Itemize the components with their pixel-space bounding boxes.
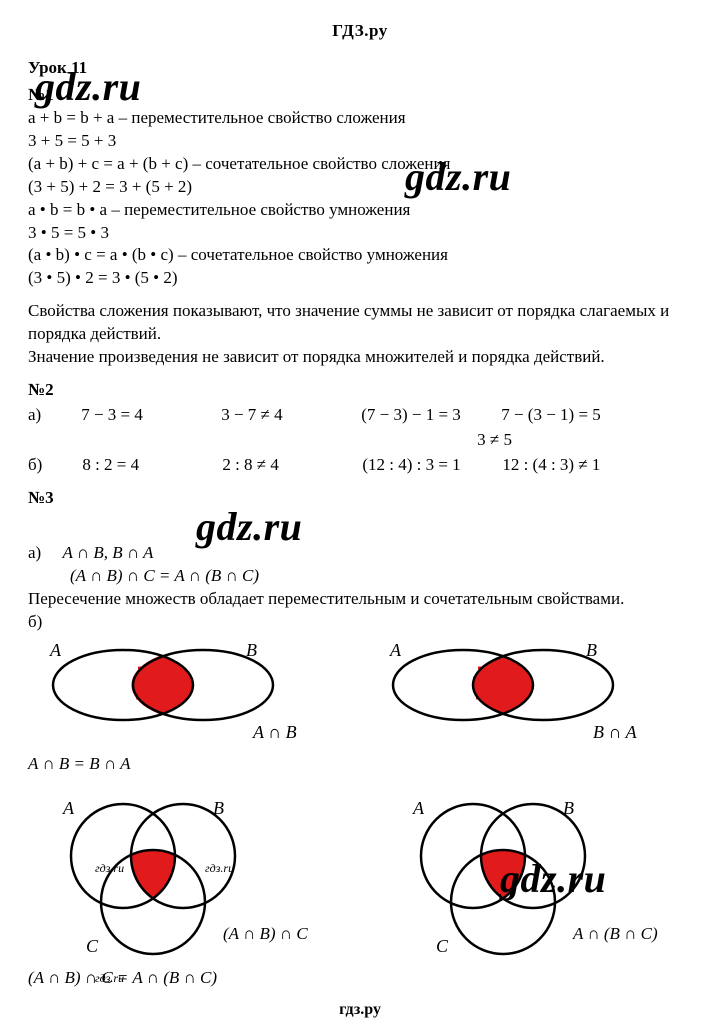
svg-text:A ∩ (B ∩ C): A ∩ (B ∩ C) (572, 924, 658, 943)
task1-summary1: Свойства сложения показывают, что значен… (28, 300, 692, 346)
svg-text:B ∩ A: B ∩ A (593, 722, 638, 742)
venn-3-right: A B C A ∩ (B ∩ C) (378, 794, 688, 959)
eq: 8 : 2 = 4 (82, 454, 182, 477)
task1-line: 3 • 5 = 5 • 3 (28, 222, 692, 245)
venn-3set-pair: A B C (A ∩ B) ∩ C A B C A ∩ (B ∩ C) (A ∩… (28, 794, 692, 990)
row-label: а) (28, 404, 41, 427)
task1-line: 3 + 5 = 5 + 3 (28, 130, 692, 153)
svg-text:C: C (86, 936, 99, 956)
page-header: ГДЗ.ру (28, 20, 692, 43)
eq: 12 : (4 : 3) ≠ 1 (502, 454, 602, 477)
svg-text:(A ∩ B) ∩ C: (A ∩ B) ∩ C (223, 924, 308, 943)
task1-line: (3 • 5) • 2 = 3 • (5 • 2) (28, 267, 692, 290)
task2-row-b: б) 8 : 2 = 4 2 : 8 ≠ 4 (12 : 4) : 3 = 1 … (28, 454, 692, 477)
eq: 7 − (3 − 1) = 5 (501, 404, 601, 427)
eq: 2 : 8 ≠ 4 (222, 454, 322, 477)
task2-row-a: а) 7 − 3 = 4 3 − 7 ≠ 4 (7 − 3) − 1 = 3 7… (28, 404, 692, 427)
svg-text:B: B (563, 798, 574, 818)
task2-num: №2 (28, 379, 692, 402)
task3-num: №3 (28, 487, 692, 510)
svg-text:B: B (586, 640, 597, 660)
svg-text:A: A (389, 640, 402, 660)
eq: 7 − 3 = 4 (81, 404, 181, 427)
svg-text:A: A (62, 798, 75, 818)
mid-eq: 3 ≠ 5 (477, 429, 512, 452)
svg-text:A: A (49, 640, 62, 660)
task1-line: (a • b) • c = a • (b • c) – сочетательно… (28, 244, 692, 267)
task1-num: №1 (28, 84, 692, 107)
venn-2set-pair: A B A ∩ B A B B ∩ A A ∩ B = B ∩ A (28, 640, 692, 776)
row-label: б) (28, 454, 42, 477)
venn-3-left: A B C (A ∩ B) ∩ C (28, 794, 338, 959)
set-line2: (A ∩ B) ∩ C = A ∩ (B ∩ C) (28, 565, 692, 588)
task3-summary: Пересечение множеств обладает переместит… (28, 588, 692, 611)
task1-line: (3 + 5) + 2 = 3 + (5 + 2) (28, 176, 692, 199)
svg-text:A: A (412, 798, 425, 818)
label-a: а) (28, 543, 41, 562)
lesson-title: Урок 11 (28, 57, 692, 80)
task1-line: a + b = b + a – переместительное свойств… (28, 107, 692, 130)
eq: (12 : 4) : 3 = 1 (362, 454, 462, 477)
task1-line: (a + b) + c = a + (b + c) – сочетательно… (28, 153, 692, 176)
venn-2-right: A B B ∩ A (368, 640, 668, 745)
eq: (7 − 3) − 1 = 3 (361, 404, 461, 427)
svg-text:A ∩ B: A ∩ B (252, 722, 297, 742)
task1-summary2: Значение произведения не зависит от поря… (28, 346, 692, 369)
venn2-eq: A ∩ B = B ∩ A (28, 753, 692, 776)
eq: 3 − 7 ≠ 4 (221, 404, 321, 427)
venn3-eq: (A ∩ B) ∩ C = A ∩ (B ∩ C) (28, 967, 692, 990)
task1-line: a • b = b • a – переместительное свойств… (28, 199, 692, 222)
label-b: б) (28, 611, 692, 634)
set-line1: A ∩ B, B ∩ A (62, 543, 153, 562)
page-footer: гдз.ру (0, 999, 720, 1021)
task3-a: а) A ∩ B, B ∩ A (28, 542, 692, 565)
venn-2-left: A B A ∩ B (28, 640, 328, 745)
svg-text:B: B (213, 798, 224, 818)
svg-text:C: C (436, 936, 449, 956)
svg-text:B: B (246, 640, 257, 660)
